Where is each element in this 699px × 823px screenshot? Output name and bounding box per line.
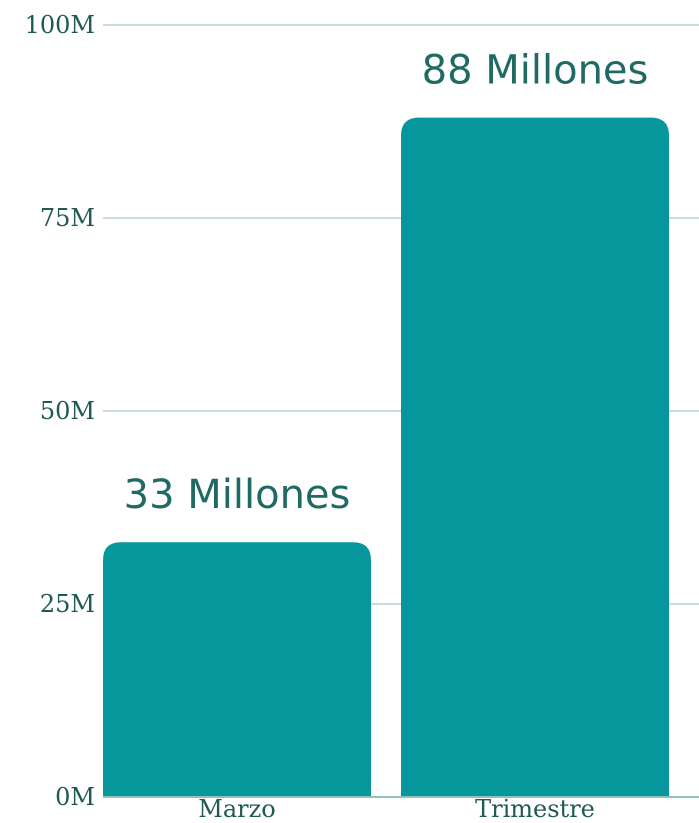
y-tick-label: 50M — [40, 397, 95, 425]
bars — [103, 117, 669, 797]
bar-data-label: 33 Millones — [124, 472, 351, 518]
x-category-label: Marzo — [198, 795, 275, 823]
bar-data-label: 88 Millones — [422, 48, 649, 94]
x-category-label: Trimestre — [475, 795, 595, 823]
x-axis-categories: Marzo Trimestre — [198, 795, 595, 823]
bar-marzo — [103, 542, 371, 797]
y-tick-label: 25M — [40, 590, 95, 618]
y-tick-label: 75M — [40, 204, 95, 232]
data-labels: 33 Millones 88 Millones — [124, 48, 649, 519]
y-tick-label: 100M — [25, 11, 95, 39]
bar-trimestre — [401, 117, 669, 797]
y-tick-label: 0M — [55, 783, 95, 811]
y-axis-ticks: 0M 25M 50M 75M 100M — [25, 11, 95, 811]
